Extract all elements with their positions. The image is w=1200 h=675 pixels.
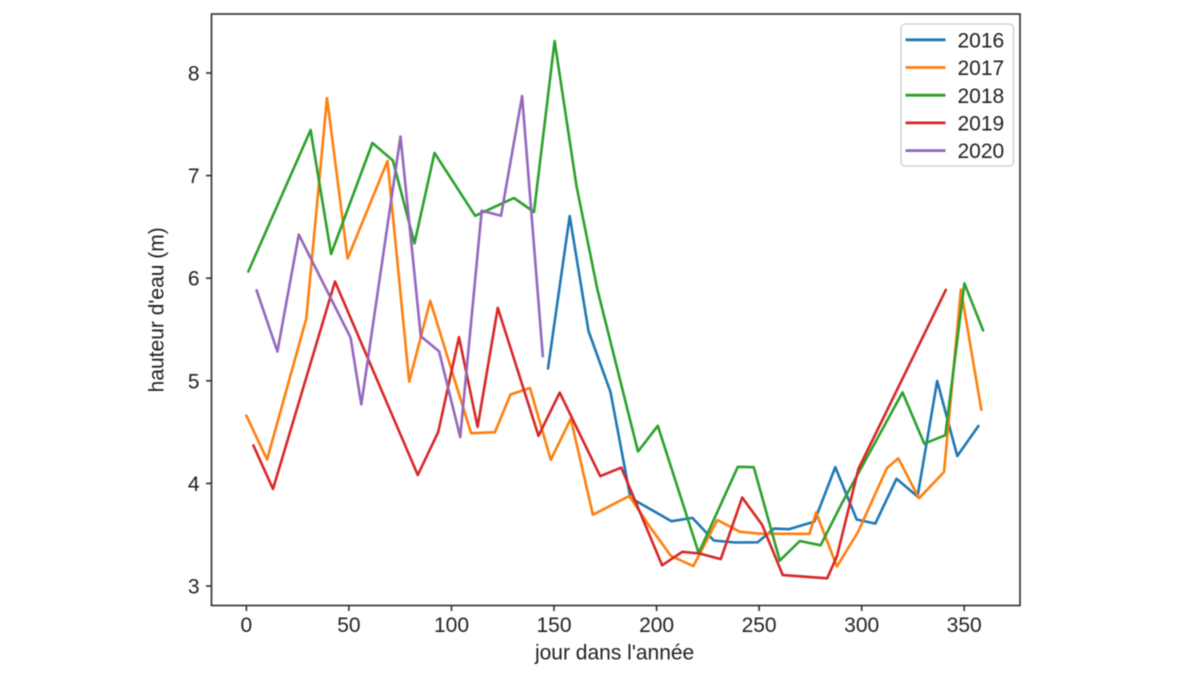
svg-text:hauteur d'eau (m): hauteur d'eau (m) [146,227,169,392]
svg-text:300: 300 [844,614,879,637]
svg-text:6: 6 [188,268,200,291]
svg-text:5: 5 [188,370,200,393]
svg-text:3: 3 [188,576,200,599]
svg-text:200: 200 [639,614,674,637]
svg-text:2019: 2019 [958,113,1005,136]
svg-text:jour dans l'année: jour dans l'année [534,642,694,665]
svg-text:100: 100 [434,614,469,637]
svg-text:2016: 2016 [958,29,1005,52]
svg-text:250: 250 [742,614,777,637]
svg-text:150: 150 [536,614,571,637]
svg-text:350: 350 [947,614,982,637]
svg-text:4: 4 [188,473,200,496]
svg-text:2018: 2018 [958,85,1005,108]
svg-text:2020: 2020 [958,140,1005,163]
svg-text:50: 50 [337,614,360,637]
svg-text:7: 7 [188,165,200,188]
svg-text:0: 0 [241,614,253,637]
svg-text:8: 8 [188,63,200,86]
svg-text:2017: 2017 [958,57,1005,80]
